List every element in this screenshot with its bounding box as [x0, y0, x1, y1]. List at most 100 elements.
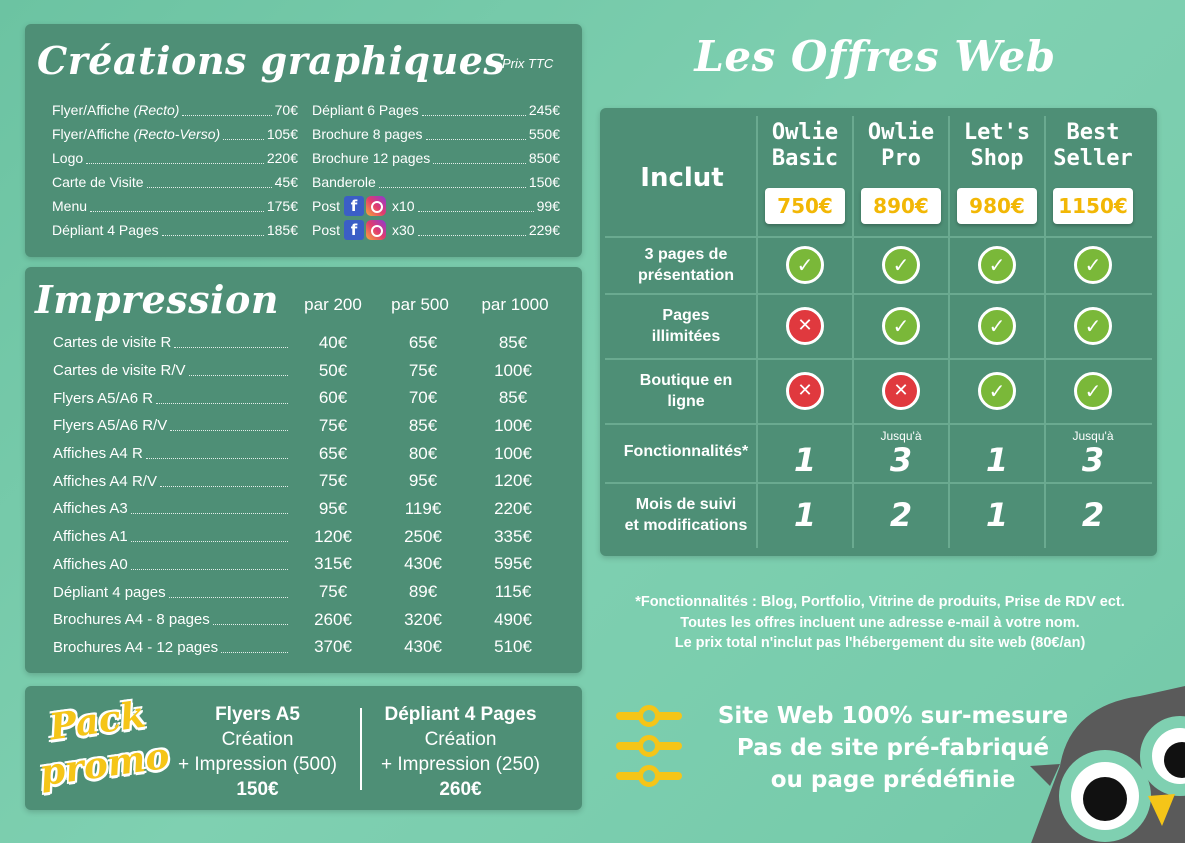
pack-promo-badge: Pack promo	[28, 687, 172, 808]
plan-name: Best Seller	[1045, 120, 1141, 172]
fonctionnalites-value: 3	[1081, 441, 1105, 479]
price-cell: 75€	[318, 582, 348, 602]
grid-line	[756, 116, 758, 548]
price-cell: 40€	[318, 332, 348, 352]
plan-name-line2: Basic	[771, 146, 839, 171]
item-variant: (Recto)	[133, 102, 180, 118]
header-par-1000: par 1000	[481, 295, 549, 314]
plan-name-line1: Best	[1066, 120, 1120, 145]
item-name: Dépliant 4 Pages	[52, 222, 159, 238]
price-cell: 75€	[408, 360, 438, 380]
promo-flyers-line1: Création	[221, 729, 294, 750]
row-label: Flyers A5/A6 R/V	[53, 417, 288, 434]
item-label: Flyer/Affiche (Recto)	[52, 102, 179, 118]
price-cell: 85€	[498, 388, 528, 408]
check-icon: ✓	[1074, 371, 1112, 410]
plan-price: 980€	[957, 188, 1037, 224]
fonctionnalites-value: 3	[889, 441, 913, 479]
suivi-value: 1	[985, 496, 1009, 534]
price-cell: 75€	[318, 415, 348, 435]
facebook-icon: f	[344, 220, 365, 240]
note-hebergement: Le prix total n'inclut pas l'hébergement…	[674, 635, 1086, 651]
price-row: Post f x30 229€	[312, 218, 560, 242]
row-label: Affiches A1	[53, 528, 288, 545]
post-quantity: x30	[392, 222, 415, 238]
feature-label-line1: Boutique en	[639, 371, 733, 389]
price-cell: 120€	[494, 471, 532, 491]
item-name: Banderole	[312, 174, 376, 190]
facebook-icon: f	[344, 196, 365, 216]
dot-leader	[421, 114, 526, 116]
suivi-label: Mois de suivi et modifications	[605, 494, 767, 536]
header-par-200: par 200	[304, 295, 362, 314]
slider-knob	[638, 765, 660, 787]
item-name: Post	[312, 222, 341, 238]
creations-title: Créations graphiques	[37, 38, 506, 83]
price-cell: 95€	[408, 471, 438, 491]
grid-line	[605, 482, 1152, 484]
price-cell: 120€	[314, 526, 352, 546]
price-cell: 490€	[494, 609, 532, 629]
dot-leader	[212, 624, 288, 626]
item-name: Dépliant 6 Pages	[312, 102, 419, 118]
check-icon: ✓	[978, 371, 1016, 410]
row-label: Brochures A4 - 12 pages	[53, 639, 288, 656]
table-row: Affiches A0 315€ 430€ 595€	[53, 551, 568, 579]
feature-cell: ✓	[853, 245, 949, 284]
item-price: 550€	[528, 126, 560, 142]
check-icon: ✓	[786, 245, 824, 284]
sliders-icon	[616, 700, 682, 788]
social-icons: f	[344, 220, 387, 240]
item-price: 175€	[266, 198, 298, 214]
price-cell: 80€	[408, 443, 438, 463]
promo-flyers-line2: + Impression (500)	[178, 754, 337, 775]
grid-line	[605, 358, 1152, 360]
product-name: Affiches A1	[53, 528, 128, 546]
promo-depliant-price: 260€	[439, 779, 482, 800]
dot-leader	[168, 596, 288, 598]
dot-leader	[159, 485, 288, 487]
feature-cell: ✓	[1045, 306, 1141, 345]
header-par-500: par 500	[391, 295, 449, 314]
web-tagline: Site Web 100% sur-mesure Pas de site pré…	[708, 700, 1078, 796]
item-price: 150€	[528, 174, 560, 190]
grid-line	[852, 116, 854, 548]
grid-line	[605, 293, 1152, 295]
product-name: Affiches A4 R	[53, 445, 143, 463]
note-email: Toutes les offres incluent une adresse e…	[680, 614, 1080, 631]
price-cell: 370€	[314, 637, 352, 657]
web-offers-table: Inclut Owlie Basic 750€ Owlie Pro 890€ Let's Sh…	[600, 108, 1157, 556]
suivi-value: 2	[1081, 496, 1105, 534]
plan-name: Owlie Pro	[853, 120, 949, 172]
price-row: Dépliant 4 Pages 185€	[52, 218, 298, 242]
plan-name-line1: Owlie	[771, 120, 839, 145]
price-cell: 65€	[318, 443, 348, 463]
feature-label-line2: illimitées	[651, 327, 721, 345]
suivi-value: 2	[889, 496, 913, 534]
price-cell: 85€	[408, 415, 438, 435]
promo-divider	[360, 708, 362, 790]
dot-leader	[130, 568, 288, 570]
feature-label: 3 pages de présentation	[605, 244, 767, 286]
fonctionnalites-value: 1	[985, 441, 1009, 479]
table-row: Affiches A4 R/V 75€ 95€ 120€	[53, 467, 568, 495]
fonctionnalites-cell: 1	[949, 429, 1045, 477]
dot-leader	[417, 210, 534, 212]
price-row: Dépliant 6 Pages 245€	[312, 98, 560, 122]
item-price: 850€	[528, 150, 560, 166]
price-row: Post f x10 99€	[312, 194, 560, 218]
table-row: Affiches A3 95€ 119€ 220€	[53, 495, 568, 523]
cross-icon: ✕	[882, 371, 920, 410]
item-name: Brochure 8 pages	[312, 126, 423, 142]
row-label: Flyers A5/A6 R	[53, 390, 288, 407]
price-cell: 595€	[494, 554, 532, 574]
dot-leader	[130, 541, 288, 543]
feature-label-line1: 3 pages de	[644, 245, 728, 263]
feature-label-line2: ligne	[667, 392, 705, 410]
product-name: Affiches A0	[53, 555, 128, 573]
item-label: Flyer/Affiche (Recto-Verso)	[52, 126, 220, 142]
price-row: Menu 175€	[52, 194, 298, 218]
instagram-icon	[366, 196, 387, 216]
social-icons: f	[344, 196, 387, 216]
tagline-line2: Pas de site pré-fabriqué	[736, 735, 1050, 761]
